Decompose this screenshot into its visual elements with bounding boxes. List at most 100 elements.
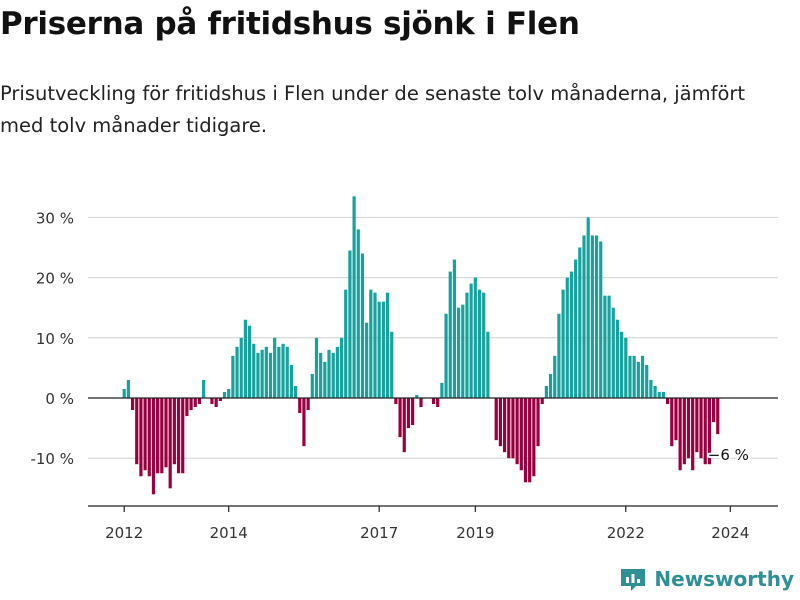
bar <box>360 253 365 398</box>
bar <box>440 382 444 398</box>
bar <box>436 398 440 408</box>
bar <box>532 398 536 477</box>
gridlines <box>88 216 778 459</box>
bar <box>147 398 151 477</box>
bar <box>703 398 707 465</box>
y-axis-ticks: -10 % 0 % 10 % 20 % 30 % <box>30 209 74 468</box>
bar <box>565 277 569 398</box>
bar <box>498 398 502 447</box>
bar <box>678 398 682 471</box>
bar <box>482 292 486 398</box>
bar <box>356 229 360 398</box>
bar <box>599 241 603 398</box>
bar <box>248 325 252 398</box>
bar <box>540 398 544 405</box>
newsworthy-logo-text: Newsworthy <box>654 567 794 591</box>
bar <box>657 391 661 398</box>
bar <box>486 331 490 398</box>
bar <box>578 247 582 398</box>
bar <box>348 250 352 398</box>
bar <box>385 292 390 398</box>
bar <box>607 295 611 398</box>
bar <box>310 373 314 398</box>
bar <box>156 398 160 474</box>
bar <box>373 292 377 398</box>
bar <box>289 364 293 398</box>
bar <box>632 355 636 398</box>
bar <box>176 398 181 474</box>
bar <box>594 235 599 398</box>
bar <box>168 398 172 489</box>
bar <box>707 398 711 465</box>
bar <box>344 289 348 398</box>
end-label-layer: −6 % <box>706 444 751 466</box>
x-axis: 2012 2014 2017 2019 2022 2024 <box>88 505 778 542</box>
bar <box>536 398 540 447</box>
bar <box>193 398 197 408</box>
x-tick-label: 2012 <box>105 524 143 542</box>
bar <box>365 322 369 398</box>
bar <box>452 259 457 398</box>
bar <box>239 337 243 398</box>
bar <box>189 398 193 411</box>
bar <box>465 292 469 398</box>
bar <box>603 295 607 398</box>
x-tick-label: 2014 <box>210 524 248 542</box>
newsworthy-logo: Newsworthy <box>620 566 794 592</box>
bar <box>181 398 185 474</box>
bar <box>569 271 574 398</box>
chart-title: Priserna på fritidshus sjönk i Flen <box>0 6 580 42</box>
bar <box>649 379 653 398</box>
bar <box>494 398 498 441</box>
bar <box>339 337 344 398</box>
bar <box>628 355 632 398</box>
y-tick-label: 10 % <box>36 330 74 348</box>
bar <box>252 343 256 398</box>
bar <box>377 301 381 398</box>
bar <box>582 235 586 398</box>
bar <box>586 217 590 398</box>
bar <box>469 283 473 398</box>
bar <box>277 346 281 398</box>
bar <box>691 398 695 471</box>
bar <box>369 289 373 398</box>
y-tick-label: 0 % <box>45 390 74 408</box>
bar <box>548 373 553 398</box>
bar <box>331 352 335 398</box>
bar <box>256 352 260 398</box>
bar <box>352 196 356 398</box>
bar <box>135 398 139 465</box>
chart-subtitle: Prisutveckling för fritidshus i Flen und… <box>0 82 746 137</box>
bar <box>314 337 319 398</box>
newsworthy-logo-icon <box>621 569 646 591</box>
bar <box>327 349 331 398</box>
x-tick-label: 2024 <box>711 524 749 542</box>
bar <box>590 235 594 398</box>
bar <box>260 349 264 398</box>
bar <box>222 391 227 398</box>
bar <box>264 346 268 398</box>
bar <box>293 385 298 398</box>
bar <box>640 355 645 398</box>
bar <box>502 398 507 453</box>
bar <box>624 337 628 398</box>
bar <box>519 398 523 471</box>
bar <box>285 346 289 398</box>
bar <box>615 319 620 398</box>
bar <box>243 319 248 398</box>
bar <box>302 398 306 447</box>
bar <box>335 346 339 398</box>
bar <box>381 301 385 398</box>
bar <box>402 398 406 453</box>
bar <box>561 289 565 398</box>
bar <box>160 398 164 474</box>
bar <box>210 398 214 405</box>
bar <box>227 388 231 398</box>
bar <box>411 398 415 426</box>
bar <box>515 398 519 465</box>
bar <box>670 398 674 447</box>
bar <box>415 394 419 398</box>
bar <box>511 398 515 459</box>
bar <box>699 398 703 459</box>
